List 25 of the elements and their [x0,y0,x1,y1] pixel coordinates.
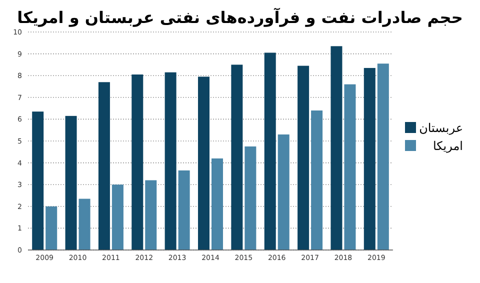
bar [164,72,176,250]
chart-title: حجم صادرات نفت و فرآورده‌های نفتی عربستان و امریکا [17,7,463,27]
bar [212,158,223,250]
bar [78,198,90,250]
bar [145,180,157,250]
bar [178,170,190,250]
bar [344,84,356,250]
bar [244,146,256,250]
legend-label: امریکا [432,139,463,153]
bar [231,64,243,250]
bar [364,68,376,250]
bar [46,206,58,250]
bar [65,116,77,250]
bar [311,110,323,250]
bar [198,76,210,250]
bar [112,184,124,250]
bar [32,112,44,250]
bar [264,52,276,250]
bar [132,74,144,250]
legend-label: عربستان [419,121,463,135]
bar [330,46,342,250]
bar [377,64,389,250]
bar [98,82,110,250]
bar [298,66,310,250]
bar [278,134,290,250]
